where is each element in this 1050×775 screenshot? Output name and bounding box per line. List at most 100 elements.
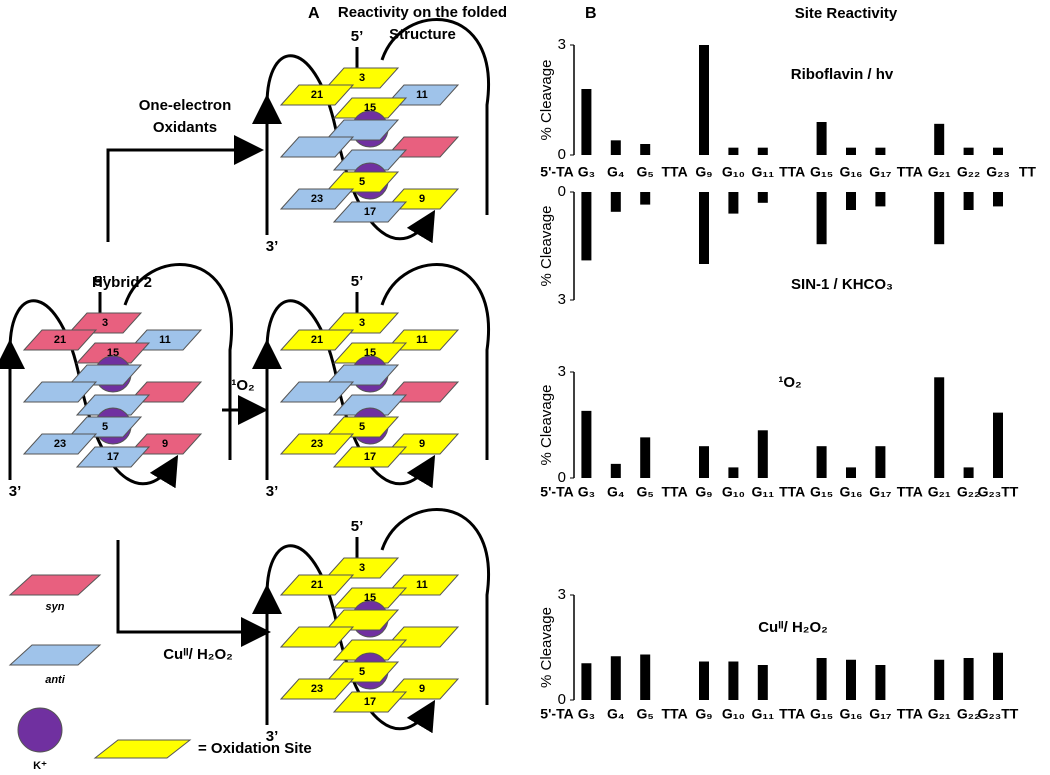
bar xyxy=(934,123,945,155)
bar xyxy=(757,147,768,155)
x-tick-label: G₄ xyxy=(607,706,625,722)
guanine xyxy=(324,557,400,579)
x-tick-label: G₃ xyxy=(578,484,595,500)
x-tick-label: G₁₅ xyxy=(810,484,833,500)
guanine xyxy=(324,609,400,631)
guanine xyxy=(332,691,408,713)
bar xyxy=(699,661,709,700)
x-tick-label: 5'-TA xyxy=(540,164,573,180)
x-tick-label: 5'-TA xyxy=(540,484,573,500)
bar xyxy=(610,463,621,478)
bar xyxy=(875,665,886,700)
bar xyxy=(728,467,739,478)
bar xyxy=(581,410,592,478)
bar xyxy=(816,658,827,700)
x-tick-label: G₁₆ xyxy=(839,706,862,722)
y-tick-label: 0 xyxy=(558,146,566,163)
arrow-label: Cuᴵᴵ/ H₂O₂ xyxy=(163,646,233,663)
bar xyxy=(640,654,651,700)
bar xyxy=(934,192,945,245)
tetrad-label: 9 xyxy=(162,438,168,450)
y-tick-label: 3 xyxy=(558,291,566,308)
bar xyxy=(610,140,621,155)
bar xyxy=(581,663,592,700)
x-tick-label: TTA xyxy=(897,706,923,722)
x-tick-label: G₅ xyxy=(637,484,654,500)
x-tick-label: G₂₃ xyxy=(986,164,1010,180)
x-tick-label: TTA xyxy=(779,484,805,500)
bar xyxy=(699,192,709,264)
tetrad-label: 3 xyxy=(359,562,365,574)
bar xyxy=(875,147,886,155)
guanine xyxy=(279,84,355,106)
tetrad-label: 5 xyxy=(359,666,365,678)
tetrad-label: 9 xyxy=(419,438,425,450)
arrow xyxy=(116,540,271,647)
x-tick-label: G₉ xyxy=(695,706,712,722)
y-axis-label: % Cleavage xyxy=(538,607,555,688)
panel-title-box: Reactivity on the folded Structure xyxy=(338,4,507,43)
guanine xyxy=(67,416,143,438)
bar xyxy=(963,147,974,155)
bar xyxy=(816,122,827,155)
three-prime: 3’ xyxy=(266,238,279,255)
x-tick-label: G₄ xyxy=(607,484,625,500)
y-tick-label: 0 xyxy=(558,183,566,200)
x-tick-label: G₁₁ xyxy=(752,164,775,180)
bar xyxy=(875,192,886,207)
bar xyxy=(993,412,1003,478)
x-tick-label: G₂₁ xyxy=(928,164,951,180)
bar xyxy=(640,144,651,155)
legend-label: anti xyxy=(45,674,66,686)
five-prime: 5’ xyxy=(351,28,364,45)
tetrad-label: 23 xyxy=(54,438,66,450)
guanine xyxy=(324,119,400,141)
x-tick-label: G₂₂ xyxy=(957,706,980,722)
bar xyxy=(993,652,1003,700)
three-prime: 3’ xyxy=(266,483,279,500)
x-tick-label: G₁₇ xyxy=(869,706,891,722)
y-tick-label: 0 xyxy=(558,469,566,486)
bar xyxy=(846,147,856,155)
legend-k-swatch xyxy=(17,707,63,753)
bar xyxy=(993,147,1003,155)
tetrad-label: 11 xyxy=(416,334,428,346)
x-tick-label: G₅ xyxy=(637,164,654,180)
bar xyxy=(640,437,651,478)
structure-label: Hybrid 2 xyxy=(92,274,152,291)
guanine xyxy=(279,433,355,455)
tetrad-label: 11 xyxy=(416,579,428,591)
legend-anti-swatch xyxy=(8,644,102,666)
strand xyxy=(380,508,490,705)
five-prime: 5’ xyxy=(94,273,107,290)
tetrad-label: 23 xyxy=(311,683,323,695)
tetrad-label: 23 xyxy=(311,438,323,450)
guanine xyxy=(279,188,355,210)
tetrad-label: 17 xyxy=(364,696,376,708)
three-prime: 3’ xyxy=(266,728,279,745)
bar xyxy=(581,89,592,155)
tetrad-label: 3 xyxy=(102,317,108,329)
x-tick-label: G₁₁ xyxy=(752,484,775,500)
guanine xyxy=(332,446,408,468)
tetrad-label: 11 xyxy=(416,89,428,101)
legend-label: syn xyxy=(46,601,65,613)
bar xyxy=(640,192,651,205)
bar xyxy=(757,430,768,478)
y-tick-label: 3 xyxy=(558,36,566,53)
bar xyxy=(963,658,974,700)
guanine xyxy=(324,416,400,438)
x-tick-label: G₁₇ xyxy=(869,484,891,500)
tetrad-label: 17 xyxy=(107,451,119,463)
x-tick-label: G₁₀ xyxy=(722,164,745,180)
panel-title: Site Reactivity xyxy=(795,5,898,22)
x-tick-label: TTA xyxy=(779,706,805,722)
tetrad-label: 9 xyxy=(419,683,425,695)
bar xyxy=(757,192,768,203)
tetrad-label: 9 xyxy=(419,193,425,205)
chart-title: SIN-1 / KHCO₃ xyxy=(791,276,893,293)
